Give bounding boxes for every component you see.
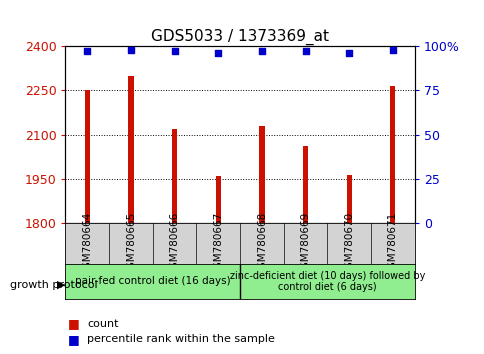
Text: ■: ■ [68,318,79,330]
Text: growth protocol: growth protocol [10,280,97,290]
Text: pair-fed control diet (16 days): pair-fed control diet (16 days) [75,276,230,286]
Point [214,50,222,56]
Text: GSM780665: GSM780665 [126,212,136,275]
Text: percentile rank within the sample: percentile rank within the sample [87,334,274,344]
Bar [302,146,307,223]
Bar [172,129,177,223]
Bar [215,176,220,223]
Bar [346,175,351,223]
Text: GSM780670: GSM780670 [344,212,353,275]
Point [257,48,265,54]
Point [388,47,396,52]
Point [301,48,309,54]
Text: count: count [87,319,119,329]
Point [127,47,135,52]
Text: GSM780668: GSM780668 [257,212,266,275]
Bar [85,90,90,223]
Point [170,48,178,54]
Text: GSM780666: GSM780666 [169,212,179,275]
Text: ▶: ▶ [57,280,66,290]
Text: GSM780671: GSM780671 [387,212,397,275]
Bar [259,126,264,223]
Point [345,50,352,56]
Text: GSM780669: GSM780669 [300,212,310,275]
Text: ■: ■ [68,333,79,346]
Text: GSM780664: GSM780664 [82,212,92,275]
Title: GDS5033 / 1373369_at: GDS5033 / 1373369_at [151,28,329,45]
Bar [390,86,394,223]
Bar [128,75,133,223]
Text: zinc-deficient diet (10 days) followed by
control diet (6 days): zinc-deficient diet (10 days) followed b… [229,270,424,292]
Text: GSM780667: GSM780667 [213,212,223,275]
Point [83,48,91,54]
